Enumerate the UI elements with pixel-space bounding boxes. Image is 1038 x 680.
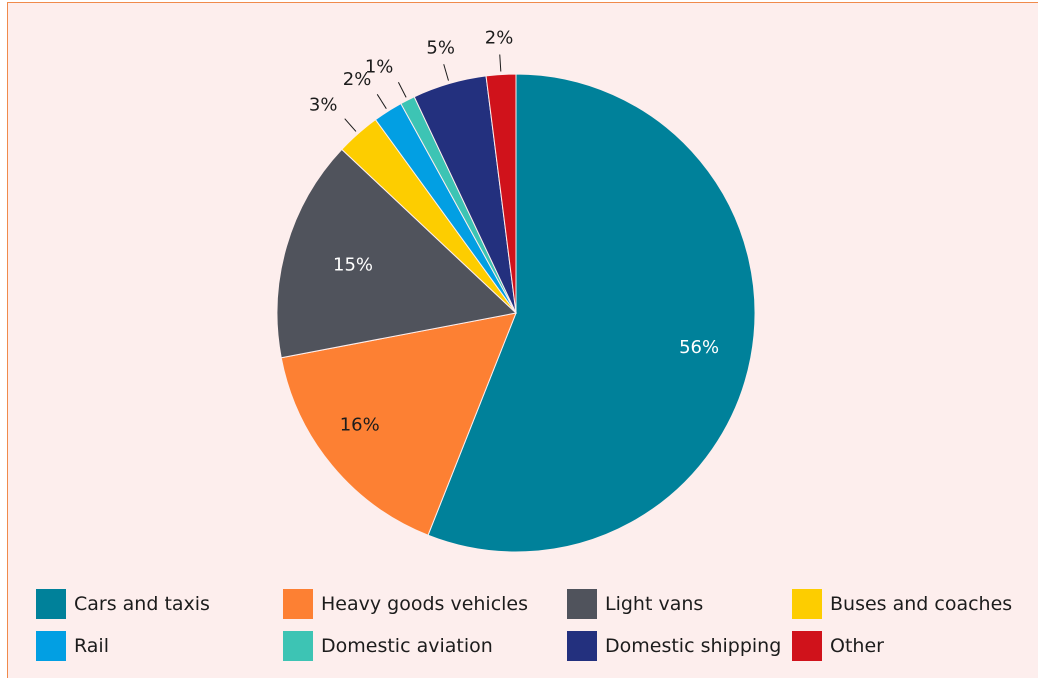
legend-label-domestic-shipping: Domestic shipping [605,635,782,657]
slice-label-rail: 2% [343,69,372,90]
pie-slice-other [485,73,517,314]
legend-swatch-buses-and-coaches [792,589,822,619]
legend-swatch-light-vans [567,589,597,619]
slice-label-heavy-goods-vehicles: 16% [340,415,380,436]
legend-swatch-other [792,631,822,661]
chart-panel: 56% 16% 15% 3% 2% 1% 5% 2% Cars and taxis Heavy… [7,2,1038,678]
pie-slice-heavy-goods-vehicles [280,312,517,536]
legend-item-domestic-aviation: Domestic aviation [283,631,493,661]
legend-item-rail: Rail [36,631,109,661]
slice-label-domestic-shipping: 5% [426,38,455,59]
legend: Cars and taxis Heavy goods vehicles Ligh… [36,589,1038,669]
legend-item-cars-and-taxis: Cars and taxis [36,589,210,619]
slice-label-domestic-aviation: 1% [365,56,394,77]
legend-label-heavy-goods-vehicles: Heavy goods vehicles [321,593,529,615]
leader-line-rail [376,94,387,109]
slice-label-cars-and-taxis: 56% [679,337,719,358]
legend-item-heavy-goods-vehicles: Heavy goods vehicles [283,589,528,619]
slice-label-other: 2% [485,28,514,49]
legend-swatch-rail [36,631,66,661]
legend-item-light-vans: Light vans [567,589,703,619]
slice-label-buses-and-coaches: 3% [309,94,338,115]
pie-slice-light-vans [276,148,518,359]
legend-swatch-heavy-goods-vehicles [283,589,313,619]
legend-item-domestic-shipping: Domestic shipping [567,631,781,661]
legend-item-buses-and-coaches: Buses and coaches [792,589,1012,619]
pie-slice-cars-and-taxis [427,73,756,553]
legend-label-other: Other [830,635,884,657]
legend-label-domestic-aviation: Domestic aviation [321,635,493,657]
leader-line-domestic-aviation [397,82,407,98]
legend-item-other: Other [792,631,884,661]
pie-chart: 56%16%15%3%2%1%5% 2% [276,28,756,553]
legend-swatch-domestic-shipping [567,631,597,661]
leader-line-other [499,54,502,72]
legend-swatch-cars-and-taxis [36,589,66,619]
slice-label-light-vans: 15% [333,255,373,276]
legend-label-buses-and-coaches: Buses and coaches [830,593,1013,615]
leader-line-buses-and-coaches [344,118,357,132]
leader-line-domestic-shipping [443,64,449,81]
legend-label-light-vans: Light vans [605,593,704,615]
legend-label-rail: Rail [74,635,109,657]
legend-swatch-domestic-aviation [283,631,313,661]
legend-label-cars-and-taxis: Cars and taxis [74,593,210,615]
